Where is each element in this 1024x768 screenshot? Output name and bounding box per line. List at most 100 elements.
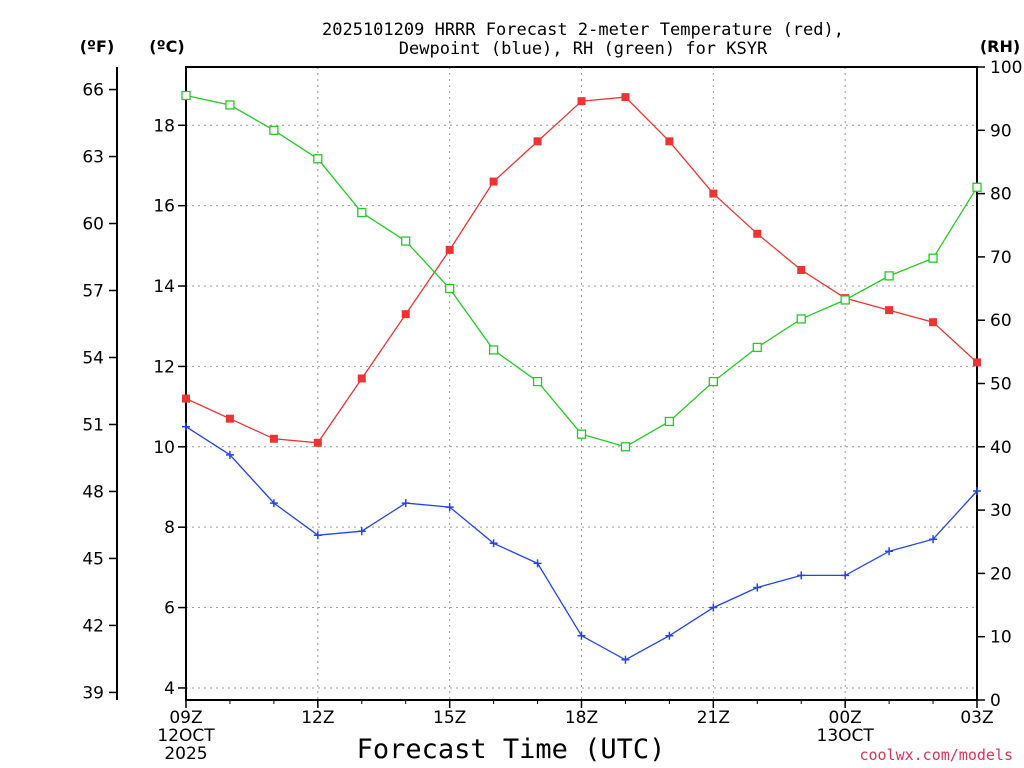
dewpoint-point [841, 571, 850, 580]
rh-point [840, 295, 850, 305]
temperature-point [665, 137, 674, 146]
celsius-tick-label: 8 [164, 518, 175, 538]
x-tick-label: 21Z [697, 708, 730, 728]
rh-tick-label: 10 [990, 628, 1012, 648]
temperature-point [621, 93, 630, 102]
rh-point [708, 376, 718, 387]
celsius-tick-label: 6 [164, 599, 175, 619]
temperature-point [885, 306, 894, 315]
x-axis-title: Forecast Time (UTC) [357, 734, 666, 765]
temperature-point [182, 394, 190, 403]
rh-point [445, 283, 455, 294]
temperature-point [973, 358, 981, 367]
rh-tick-label: 50 [990, 375, 1012, 395]
rh-point [181, 90, 191, 101]
celsius-tick-label: 4 [164, 679, 175, 699]
plot-frame [185, 66, 978, 701]
x-tick-label: 13OCT [817, 726, 875, 746]
temperature-line [185, 96, 978, 444]
rh-point [532, 376, 543, 387]
fahrenheit-tick-label: 48 [82, 482, 104, 502]
fahrenheit-tick-label: 42 [82, 616, 104, 636]
temperature-point [929, 318, 938, 327]
rh-tick-label: 100 [990, 58, 1022, 78]
dewpoint-point [665, 631, 674, 640]
dewpoint-point [709, 603, 718, 612]
dewpoint-point [577, 631, 586, 640]
grid-lines [186, 67, 977, 700]
temperature-point [445, 245, 454, 254]
series-layer [181, 90, 982, 664]
dewpoint-point [929, 535, 938, 544]
temperature-point [709, 189, 718, 198]
celsius-tick-label: 10 [153, 438, 175, 458]
rh-point [620, 442, 631, 452]
rh-tick-label: 70 [990, 248, 1012, 268]
dewpoint-point [621, 655, 630, 664]
celsius-tick-label: 12 [153, 357, 175, 377]
x-tick-label: 18Z [565, 708, 598, 728]
rh-point [796, 314, 806, 324]
rh-tick-label: 60 [990, 311, 1012, 331]
temperature-point [357, 374, 366, 383]
dewpoint-point [885, 547, 894, 556]
fahrenheit-tick-label: 45 [82, 549, 104, 569]
fahrenheit-tick-label: 39 [82, 683, 104, 703]
celsius-tick-label: 14 [153, 277, 175, 297]
x-tick-label: 2025 [164, 744, 207, 764]
dewpoint-point [269, 499, 278, 508]
rh-tick-label: 0 [990, 691, 1001, 711]
rh-tick-label: 80 [990, 185, 1012, 205]
celsius-tick-label: 16 [153, 197, 175, 217]
dewpoint-point [445, 503, 454, 512]
temperature-point [269, 434, 278, 443]
x-tick-label: 12OCT [157, 726, 215, 746]
x-tick-label: 03Z [960, 708, 993, 728]
fahrenheit-tick-label: 51 [82, 415, 104, 435]
dewpoint-point [489, 539, 498, 548]
dewpoint-point [313, 531, 322, 540]
rh-tick-label: 30 [990, 501, 1012, 521]
rh-point [928, 253, 938, 263]
rh-point [884, 271, 894, 281]
temperature-point [577, 97, 586, 106]
chart-title-line-1: 2025101209 HRRR Forecast 2-meter Tempera… [322, 20, 844, 40]
x-tick-label: 09Z [169, 708, 202, 728]
celsius-tick-label: 18 [153, 116, 175, 136]
fahrenheit-tick-label: 54 [82, 348, 104, 368]
rh-point [313, 154, 323, 164]
dewpoint-point [753, 583, 762, 592]
rh-point [269, 125, 279, 135]
dewpoint-point [357, 527, 366, 536]
temperature-point [797, 265, 806, 274]
dewpoint-point [401, 499, 410, 508]
fahrenheit-tick-label: 57 [82, 282, 104, 302]
rh-tick-label: 40 [990, 438, 1012, 458]
rh-point [664, 416, 675, 427]
credit-label: coolwx.com/models [859, 746, 1013, 764]
x-tick-label: 15Z [433, 708, 466, 728]
rh-tick-label: 20 [990, 564, 1012, 584]
rh-point [972, 182, 982, 192]
fahrenheit-tick-label: 63 [82, 148, 104, 168]
rh-tick-label: 90 [990, 121, 1012, 141]
temperature-point [401, 310, 410, 319]
temperature-point [313, 438, 322, 447]
dewpoint-line [185, 426, 978, 661]
temperature-point [753, 229, 762, 238]
temperature-point [225, 414, 234, 423]
rh-point [488, 345, 499, 355]
celsius-unit-label: (ºC) [149, 37, 184, 56]
dewpoint-point [973, 487, 981, 496]
rh-point [357, 207, 367, 218]
fahrenheit-unit-label: (ºF) [80, 37, 115, 56]
chart-title-line-2: Dewpoint (blue), RH (green) for KSYR [399, 39, 768, 59]
rh-point [401, 236, 411, 246]
fahrenheit-tick-label: 60 [82, 215, 104, 235]
dewpoint-point [225, 450, 234, 459]
fahrenheit-tick-label: 66 [82, 81, 104, 101]
rh-point [576, 429, 587, 439]
x-tick-label: 12Z [301, 708, 334, 728]
dewpoint-point [797, 571, 806, 580]
temperature-point [533, 137, 542, 146]
